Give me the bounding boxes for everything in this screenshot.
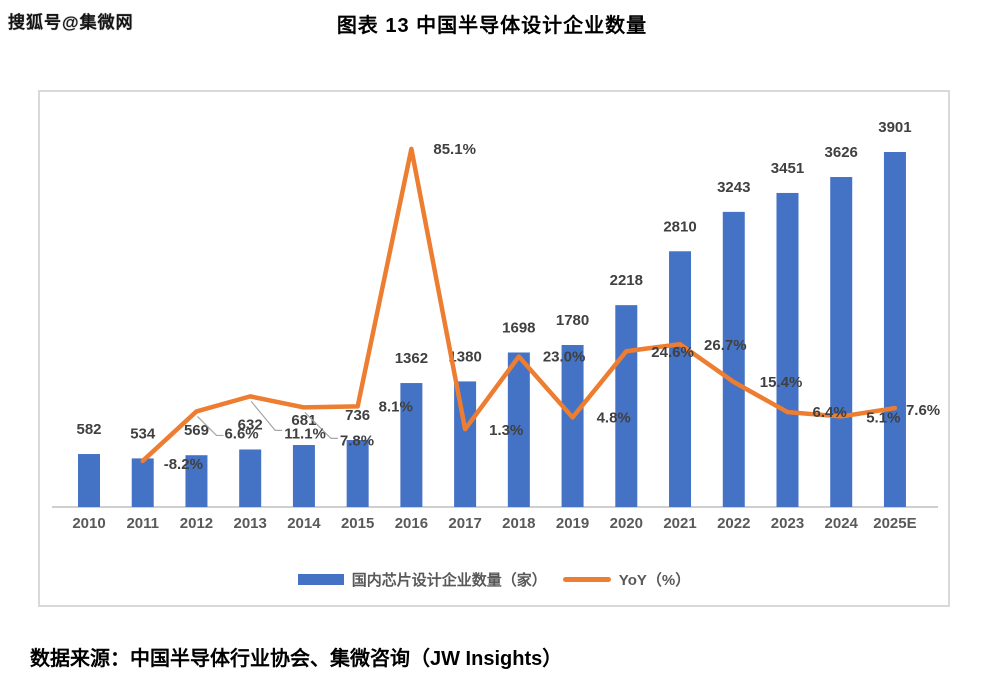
x-tick-2015: 2015 — [341, 515, 374, 532]
bar-2021 — [669, 251, 692, 507]
x-tick-2024: 2024 — [825, 515, 859, 532]
label-leader-line — [304, 411, 338, 440]
yoy-label-2012: 6.6% — [224, 425, 258, 442]
x-tick-2023: 2023 — [771, 515, 804, 532]
bar-value-label-2017: 1380 — [448, 348, 481, 365]
chart-frame: 582 2010 534 2011 569 2012 632 2013 681 2014 736 20… — [38, 90, 950, 607]
bar-value-label-2018: 1698 — [502, 319, 535, 336]
bar-value-label-2024: 3626 — [825, 144, 858, 161]
x-tick-2020: 2020 — [610, 515, 643, 532]
yoy-label-2013: 11.1% — [284, 425, 326, 442]
bar-2012 — [185, 455, 208, 507]
bar-value-label-2016: 1362 — [395, 350, 428, 367]
bar-value-label-2012: 569 — [184, 422, 209, 439]
bar-value-label-2011: 534 — [130, 425, 156, 442]
x-tick-2011: 2011 — [126, 515, 159, 532]
x-tick-2025E: 2025E — [873, 515, 916, 532]
legend-line-label: YoY（%） — [618, 572, 691, 589]
combo-chart: 582 2010 534 2011 569 2012 632 2013 681 2014 736 20… — [52, 119, 940, 532]
bar-value-label-2013: 632 — [238, 416, 263, 433]
bar-value-label-2022: 3243 — [717, 179, 750, 196]
data-source-caption: 数据来源：中国半导体行业协会、集微咨询（JW Insights） — [30, 648, 563, 670]
label-leader-line — [250, 400, 283, 431]
bar-2014 — [292, 445, 315, 507]
line-series-swatch — [562, 577, 611, 582]
x-tick-2014: 2014 — [287, 515, 321, 532]
yoy-label-2021: 26.7% — [704, 337, 747, 354]
label-leader-line — [197, 415, 224, 437]
watermark-sohu-jiwei: 搜狐号@集微网 — [8, 13, 134, 32]
legend-item-bar-series: 国内芯片设计企业数量（家） — [297, 569, 547, 590]
yoy-label-2024: 5.1% — [866, 409, 900, 426]
bar-2015 — [346, 440, 369, 507]
x-tick-2018: 2018 — [502, 515, 535, 532]
bar-2017 — [454, 381, 477, 507]
yoy-label-2018: 23.0% — [543, 349, 586, 366]
yoy-label-2015: 8.1% — [379, 398, 413, 415]
bar-2022 — [722, 211, 745, 507]
bar-2018 — [507, 352, 530, 507]
x-tick-2013: 2013 — [234, 515, 267, 532]
legend-bar-label: 国内芯片设计企业数量（家） — [351, 572, 547, 589]
yoy-label-2016: 85.1% — [433, 141, 476, 158]
bar-series-swatch — [297, 574, 344, 585]
bar-value-label-2021: 2810 — [663, 218, 696, 235]
yoy-label-2017: 1.3% — [489, 422, 523, 439]
x-tick-2019: 2019 — [556, 515, 589, 532]
bar-value-label-2015: 736 — [345, 407, 370, 424]
yoy-label-2025E: 7.6% — [906, 402, 940, 419]
yoy-label-2020: 24.6% — [651, 344, 694, 361]
bar-2016 — [400, 383, 423, 507]
legend-item-line-series: YoY（%） — [562, 569, 691, 590]
bar-2013 — [239, 449, 262, 507]
x-tick-2012: 2012 — [180, 515, 213, 532]
bar-2023 — [776, 192, 799, 507]
x-tick-2022: 2022 — [717, 515, 750, 532]
bar-2010 — [78, 454, 100, 507]
bar-2019 — [561, 345, 584, 507]
bar-value-label-2020: 2218 — [610, 272, 643, 289]
yoy-label-2019: 4.8% — [597, 409, 631, 426]
x-tick-2016: 2016 — [395, 515, 428, 532]
bar-value-label-2025E: 3901 — [878, 119, 911, 136]
yoy-label-2014: 7.8% — [340, 432, 374, 449]
bar-value-label-2019: 1780 — [556, 312, 589, 329]
x-tick-2010: 2010 — [72, 515, 105, 532]
x-tick-2021: 2021 — [663, 515, 696, 532]
bar-2011 — [131, 458, 154, 507]
yoy-label-2022: 15.4% — [760, 374, 803, 391]
bar-2020 — [615, 305, 638, 507]
x-tick-2017: 2017 — [448, 515, 481, 532]
bar-value-label-2023: 3451 — [771, 160, 804, 177]
bar-2024 — [830, 177, 853, 507]
chart-legend: 国内芯片设计企业数量（家） YoY（%） — [40, 569, 948, 590]
yoy-label-2023: 6.4% — [812, 404, 846, 421]
bar-value-label-2010: 582 — [76, 421, 101, 438]
chart-title: 图表 13 中国半导体设计企业数量 — [336, 15, 648, 37]
bar-value-label-2014: 681 — [291, 412, 316, 429]
yoy-label-2011: -8.2% — [164, 456, 203, 473]
bar-2025E — [883, 152, 906, 507]
yoy-line — [140, 146, 898, 464]
